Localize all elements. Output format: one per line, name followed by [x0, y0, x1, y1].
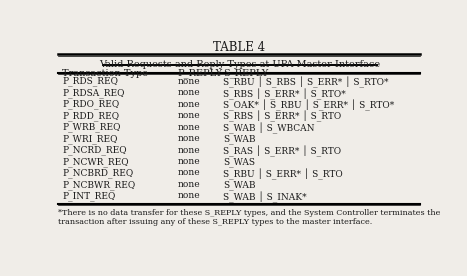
Text: none: none [178, 180, 200, 189]
Text: P_NCBRD_REQ: P_NCBRD_REQ [62, 168, 133, 178]
Text: none: none [178, 145, 200, 155]
Text: none: none [178, 77, 200, 86]
Text: none: none [178, 134, 200, 143]
Text: S_WAS: S_WAS [223, 157, 255, 167]
Text: none: none [178, 123, 200, 132]
Text: S_OAK* │ S_RBU │ S_ERR* │ S_RTO*: S_OAK* │ S_RBU │ S_ERR* │ S_RTO* [223, 100, 394, 111]
Text: none: none [178, 192, 200, 200]
Text: P_RDSA_REQ: P_RDSA_REQ [62, 88, 125, 98]
Text: *There is no data transfer for these S_REPLY types, and the System Controller te: *There is no data transfer for these S_R… [58, 209, 441, 226]
Text: S_RBU │ S_RBS │ S_ERR* │ S_RTO*: S_RBU │ S_RBS │ S_ERR* │ S_RTO* [223, 77, 389, 88]
Text: S_WAB │ S_WBCAN: S_WAB │ S_WBCAN [223, 123, 315, 134]
Text: P_NCWR_REQ: P_NCWR_REQ [62, 157, 128, 167]
Text: S_RAS │ S_ERR* │ S_RTO: S_RAS │ S_ERR* │ S_RTO [223, 145, 341, 157]
Text: S_RBS │ S_ERR* │ S_RTO*: S_RBS │ S_ERR* │ S_RTO* [223, 88, 346, 100]
Text: P_WRB_REQ: P_WRB_REQ [62, 123, 120, 132]
Text: none: none [178, 111, 200, 120]
Text: Transaction Type: Transaction Type [62, 69, 148, 78]
Text: none: none [178, 168, 200, 177]
Text: P_RDS_REQ: P_RDS_REQ [62, 77, 118, 86]
Text: S_RBU │ S_ERR* │ S_RTO: S_RBU │ S_ERR* │ S_RTO [223, 168, 343, 180]
Text: S_WAB │ S_INAK*: S_WAB │ S_INAK* [223, 192, 307, 203]
Text: P_INT_REQ: P_INT_REQ [62, 192, 115, 201]
Text: S_RBS │ S_ERR* │ S_RTO: S_RBS │ S_ERR* │ S_RTO [223, 111, 341, 123]
Text: Valid Requests and Reply Types at UPA Master Interface: Valid Requests and Reply Types at UPA Ma… [99, 60, 380, 69]
Text: S_WAB: S_WAB [223, 134, 255, 144]
Text: P_RDD_REQ: P_RDD_REQ [62, 111, 119, 121]
Text: TABLE 4: TABLE 4 [213, 41, 265, 54]
Text: P_NCBWR_REQ: P_NCBWR_REQ [62, 180, 135, 190]
Text: none: none [178, 100, 200, 109]
Text: none: none [178, 157, 200, 166]
Text: P_NCRD_REQ: P_NCRD_REQ [62, 145, 127, 155]
Text: none: none [178, 88, 200, 97]
Text: S_WAB: S_WAB [223, 180, 255, 190]
Text: P_WRI_REQ: P_WRI_REQ [62, 134, 118, 144]
Text: P_REPLY: P_REPLY [178, 69, 223, 78]
Text: P_RDO_REQ: P_RDO_REQ [62, 100, 119, 109]
Text: S_REPLY: S_REPLY [223, 69, 269, 78]
